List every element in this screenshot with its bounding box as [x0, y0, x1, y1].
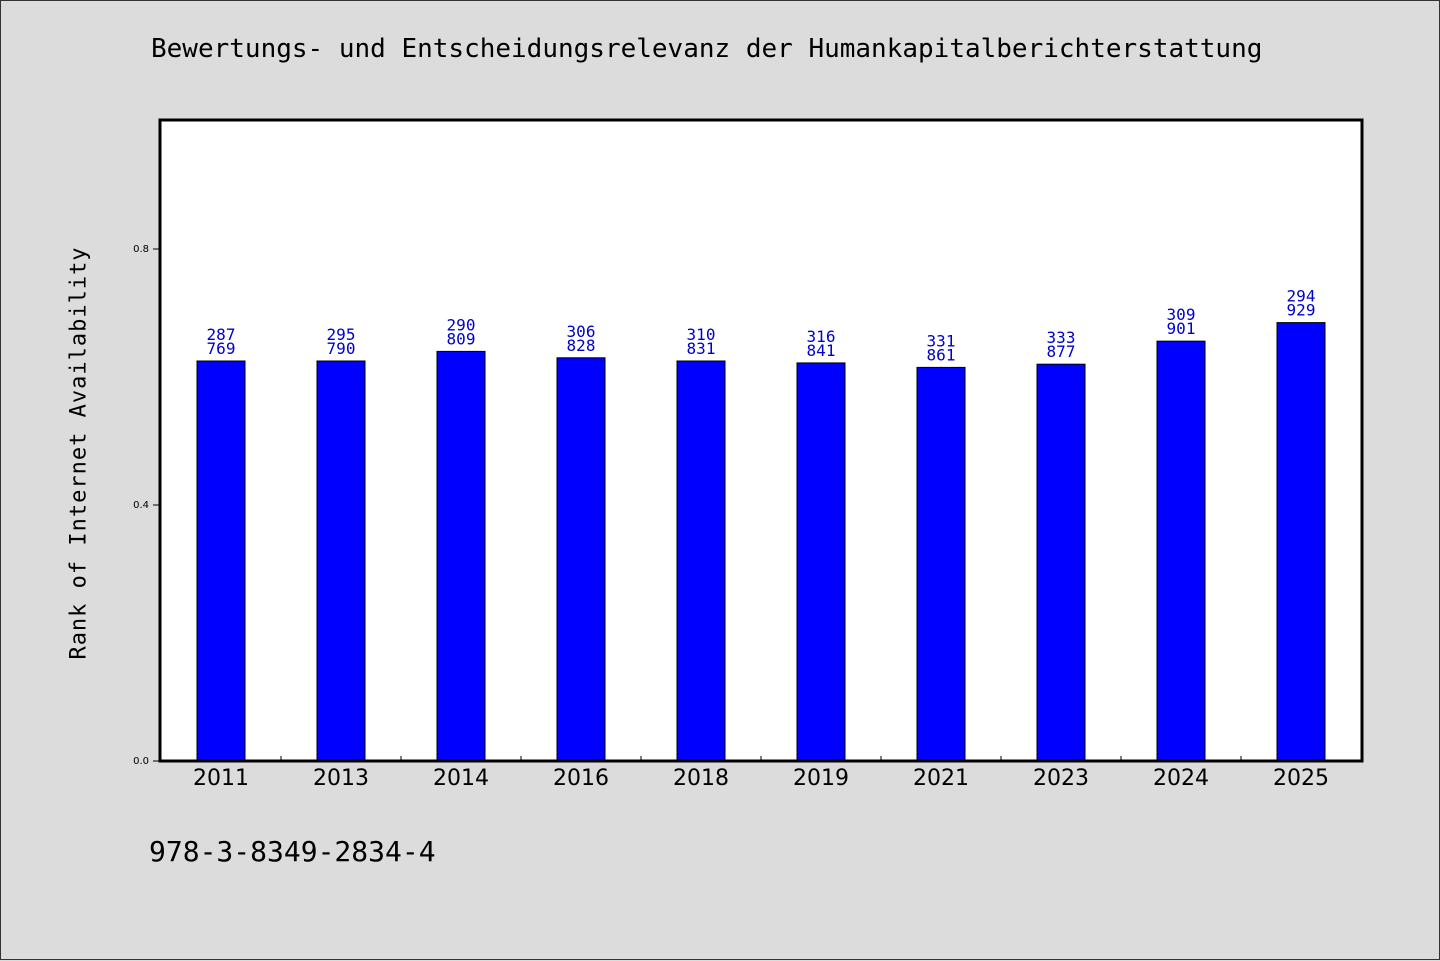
- x-tick-label-2024: 2024: [1153, 766, 1209, 791]
- y-tick-label: 0.8: [133, 244, 149, 255]
- x-tick-label-2019: 2019: [793, 766, 849, 791]
- bar-label-top-2013: 295: [327, 325, 356, 344]
- plot-frame: [158, 118, 1364, 763]
- bar-label-bottom-2018: 831: [687, 339, 716, 358]
- x-axis: 2011 2013 2014 2016 2018 2019 2021 2023 2024 2025: [193, 756, 1329, 791]
- bar-label-top-2025: 294: [1287, 287, 1316, 306]
- bar-2016: [556, 357, 606, 762]
- bar-2025: [1276, 322, 1326, 762]
- x-tick-label-2013: 2013: [313, 766, 369, 791]
- bar-2013: [316, 360, 366, 762]
- bar-label-bottom-2024: 901: [1167, 319, 1196, 338]
- bar-label-bottom-2019: 841: [807, 341, 836, 360]
- bar-2023: [1036, 363, 1086, 762]
- y-axis: 0.0 0.4 0.8: [133, 244, 161, 767]
- bar-2011: [196, 360, 246, 762]
- bar-label-bottom-2025: 929: [1287, 301, 1316, 320]
- bar-2018: [676, 360, 726, 762]
- bar-label-top-2019: 316: [807, 327, 836, 346]
- bar-label-bottom-2014: 809: [447, 329, 476, 348]
- bar-label-top-2021: 331: [927, 331, 956, 350]
- bar-2019: [796, 362, 846, 762]
- bar-label-top-2023: 333: [1047, 328, 1076, 347]
- bar-label-bottom-2013: 790: [327, 339, 356, 358]
- bar-label-top-2014: 290: [447, 315, 476, 334]
- x-tick-label-2025: 2025: [1273, 766, 1329, 791]
- x-tick-label-2018: 2018: [673, 766, 729, 791]
- bar-2014: [436, 350, 486, 762]
- x-tick-label-2021: 2021: [913, 766, 969, 791]
- x-tick-label-2011: 2011: [193, 766, 249, 791]
- x-tick-label-2016: 2016: [553, 766, 609, 791]
- chart-title: Bewertungs- und Entscheidungsrelevanz de…: [151, 34, 1263, 64]
- y-tick-label: 0.4: [133, 500, 149, 511]
- bar-2024: [1156, 340, 1206, 762]
- bar-label-top-2011: 287: [207, 325, 236, 344]
- bar-label-bottom-2011: 769: [207, 339, 236, 358]
- bar-label-bottom-2021: 861: [927, 345, 956, 364]
- isbn-footer: 978-3-8349-2834-4: [149, 835, 436, 868]
- bar-label-top-2016: 306: [567, 322, 596, 341]
- bar-2021: [916, 366, 966, 762]
- bar-label-bottom-2016: 828: [567, 336, 596, 355]
- bars-layer: [196, 322, 1326, 762]
- bar-label-top-2018: 310: [687, 325, 716, 344]
- y-tick-label: 0.0: [133, 756, 149, 767]
- bar-label-bottom-2023: 877: [1047, 342, 1076, 361]
- bar-label-top-2024: 309: [1167, 305, 1196, 324]
- x-tick-label-2023: 2023: [1033, 766, 1089, 791]
- x-tick-label-2014: 2014: [433, 766, 489, 791]
